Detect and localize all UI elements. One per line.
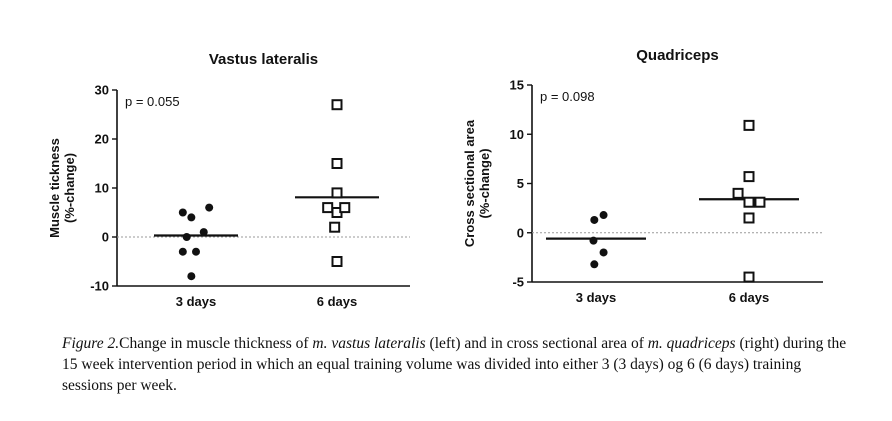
data-point-square: [331, 158, 343, 169]
y-tick-label: -10: [90, 279, 109, 294]
data-point-square: [743, 171, 755, 183]
y-tick-label: 10: [95, 181, 109, 196]
y-axis-label-line: Cross sectional area: [462, 119, 477, 247]
data-point-circle: [199, 228, 208, 237]
data-point-square: [331, 187, 343, 199]
chart-title: Vastus lateralis: [209, 51, 318, 68]
caption-label: Figure 2.: [62, 335, 120, 352]
data-point-circle: [590, 215, 599, 224]
x-tick-label: 3 days: [576, 290, 616, 305]
data-point-square: [743, 271, 755, 283]
y-tick-label: -5: [512, 275, 524, 290]
data-point-circle: [192, 247, 200, 256]
caption-text-2: (left) and in cross sectional area of: [425, 335, 648, 352]
data-point-square: [743, 119, 755, 131]
data-point-square: [743, 212, 755, 224]
y-axis-label-line: Muscle tickness: [47, 138, 62, 238]
data-point-square: [339, 202, 351, 214]
data-point-square: [331, 99, 343, 111]
chart-title: Quadriceps: [636, 47, 719, 64]
y-axis-label: Muscle tickness(%-change): [47, 138, 77, 238]
y-tick-label: 0: [517, 225, 524, 240]
data-point-circle: [599, 211, 608, 220]
y-tick-label: 0: [102, 230, 109, 245]
data-point-circle: [205, 203, 214, 212]
data-point-circle: [187, 213, 196, 222]
chart-panel-1: Vastus lateralis Muscle tickness(%-change…: [47, 51, 410, 309]
data-point-square: [732, 187, 744, 199]
caption-text-3: (right) during the 15 week intervention …: [62, 335, 847, 394]
data-point-circle: [589, 236, 598, 245]
y-tick-label: 30: [95, 83, 109, 98]
figure-caption: Figure 2.Change in muscle thickness of m…: [62, 333, 852, 396]
data-point-square: [754, 196, 766, 208]
data-point-square: [331, 256, 343, 267]
y-axis-label-line: (%-change): [62, 153, 77, 223]
data-point-circle: [599, 248, 608, 257]
caption-muscle-2: m. quadriceps: [647, 335, 736, 352]
data-point-circle: [182, 233, 191, 241]
data-point-circle: [178, 208, 187, 217]
y-tick-label: 20: [95, 132, 109, 147]
data-point-square: [743, 196, 755, 208]
caption-text-1: Change in muscle thickness of: [119, 335, 313, 352]
data-point-circle: [178, 247, 187, 256]
x-tick-label: 6 days: [317, 294, 357, 309]
chart-panel-2: Quadriceps Cross sectional area(%-change)…: [462, 47, 823, 305]
y-tick-label: 5: [517, 176, 524, 191]
y-tick-label: 15: [510, 78, 524, 93]
x-tick-label: 3 days: [176, 294, 216, 309]
data-point-circle: [187, 272, 196, 281]
data-point-circle: [590, 260, 599, 269]
data-point-square: [329, 221, 341, 233]
data-point-square: [322, 202, 334, 214]
p-value-annotation: p = 0.055: [125, 94, 180, 109]
y-axis-label-line: (%-change): [477, 148, 492, 218]
p-value-annotation: p = 0.098: [540, 89, 595, 104]
caption-muscle-1: m. vastus lateralis: [312, 335, 426, 352]
x-tick-label: 6 days: [729, 290, 769, 305]
y-tick-label: 10: [510, 127, 524, 142]
y-axis-label: Cross sectional area(%-change): [462, 119, 492, 247]
